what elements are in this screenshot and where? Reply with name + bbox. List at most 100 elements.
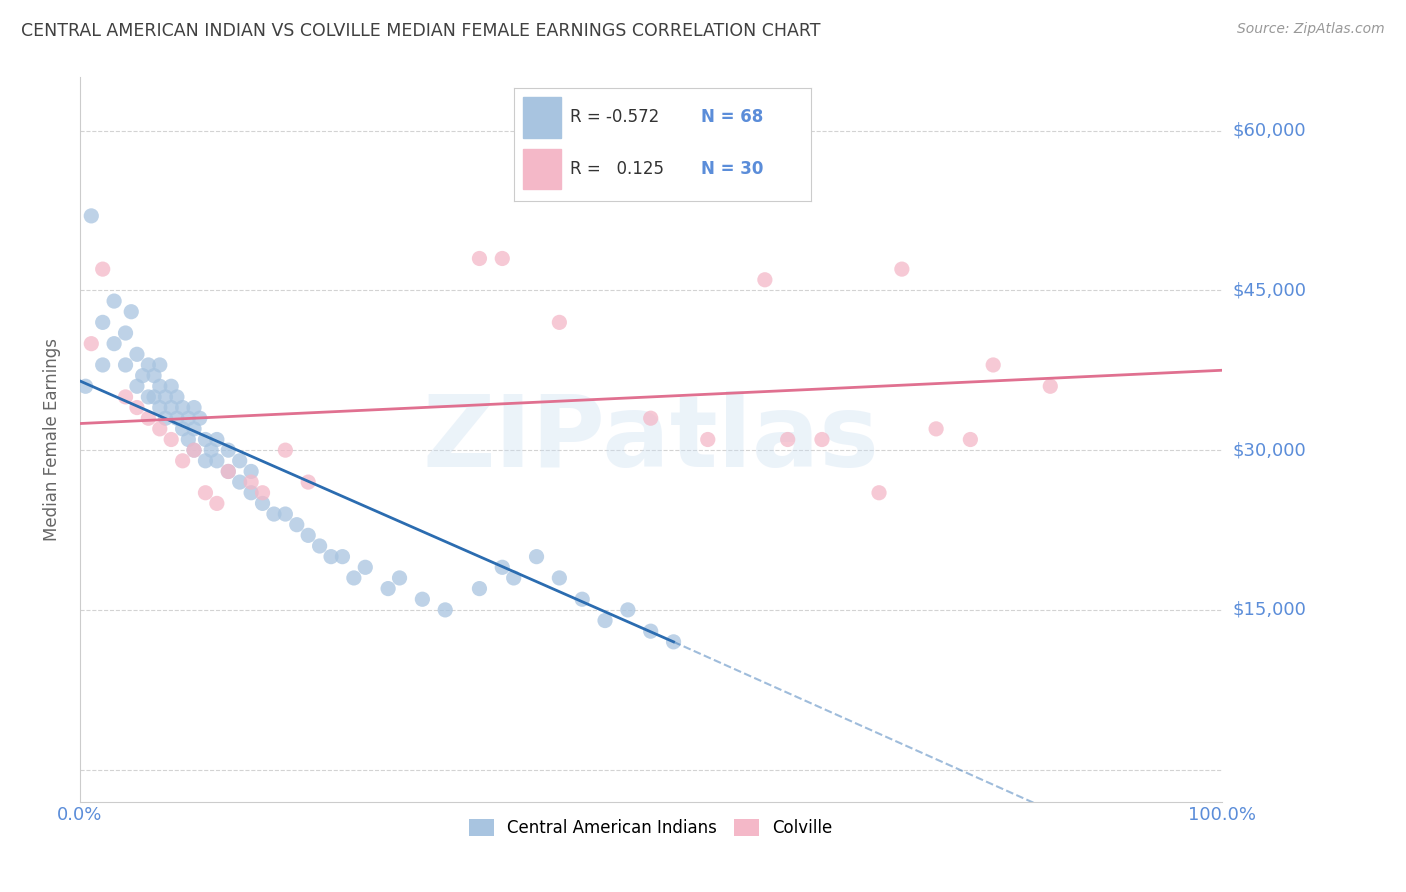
Point (149, 379, 172, 393)
Point (183, 401, 205, 415)
Point (491, 560, 513, 574)
Point (252, 496, 274, 510)
Point (160, 401, 183, 415)
Point (388, 571, 411, 585)
Text: ZIPatlas: ZIPatlas (422, 391, 879, 488)
Point (240, 485, 263, 500)
Point (75, 379, 97, 393)
Point (91, 315, 114, 329)
Point (205, 433, 228, 447)
Point (754, 273, 776, 287)
Point (166, 390, 188, 404)
Point (662, 635, 685, 649)
Point (172, 454, 194, 468)
Text: $15,000: $15,000 (1233, 601, 1306, 619)
Point (103, 336, 125, 351)
Point (868, 485, 890, 500)
Text: CENTRAL AMERICAN INDIAN VS COLVILLE MEDIAN FEMALE EARNINGS CORRELATION CHART: CENTRAL AMERICAN INDIAN VS COLVILLE MEDI… (21, 22, 821, 40)
Point (155, 411, 177, 425)
Point (205, 454, 228, 468)
Point (332, 549, 354, 564)
Point (217, 465, 239, 479)
Point (354, 560, 377, 574)
Point (149, 422, 172, 436)
Point (240, 465, 263, 479)
Point (776, 433, 799, 447)
Point (183, 443, 205, 458)
Point (138, 358, 160, 372)
Point (143, 368, 166, 383)
Point (138, 411, 160, 425)
Point (468, 252, 491, 266)
Point (183, 443, 205, 458)
Point (377, 582, 399, 596)
Legend: Central American Indians, Colville: Central American Indians, Colville (463, 813, 839, 844)
Point (194, 433, 217, 447)
Point (114, 326, 136, 340)
Point (177, 411, 200, 425)
Point (125, 379, 148, 393)
Point (240, 475, 263, 489)
Y-axis label: Median Female Earnings: Median Female Earnings (44, 338, 60, 541)
Point (526, 549, 548, 564)
Point (548, 571, 571, 585)
Point (640, 624, 662, 639)
Point (502, 571, 524, 585)
Point (811, 433, 834, 447)
Point (125, 401, 148, 415)
Point (491, 252, 513, 266)
Point (434, 603, 457, 617)
Point (217, 443, 239, 458)
Point (200, 443, 222, 458)
Point (125, 347, 148, 361)
Point (91, 358, 114, 372)
Point (640, 411, 662, 425)
Point (172, 422, 194, 436)
Point (131, 368, 153, 383)
Point (143, 390, 166, 404)
Point (297, 475, 319, 489)
Point (205, 496, 228, 510)
Point (172, 401, 194, 415)
Point (343, 571, 366, 585)
Text: $45,000: $45,000 (1233, 281, 1306, 300)
Point (91, 262, 114, 277)
Point (297, 528, 319, 542)
Point (890, 262, 912, 277)
Point (80, 209, 103, 223)
Point (252, 485, 274, 500)
Point (274, 443, 297, 458)
Point (617, 603, 640, 617)
Point (194, 454, 217, 468)
Point (228, 475, 250, 489)
Point (548, 315, 571, 329)
Point (925, 422, 948, 436)
Point (114, 358, 136, 372)
Point (149, 358, 172, 372)
Point (103, 294, 125, 309)
Point (183, 422, 205, 436)
Point (194, 485, 217, 500)
Point (319, 549, 342, 564)
Point (138, 390, 160, 404)
Point (274, 507, 297, 521)
Point (120, 304, 142, 318)
Point (696, 433, 718, 447)
Text: Source: ZipAtlas.com: Source: ZipAtlas.com (1237, 22, 1385, 37)
Point (155, 390, 177, 404)
Point (149, 401, 172, 415)
Point (593, 614, 616, 628)
Point (228, 454, 250, 468)
Point (160, 379, 183, 393)
Point (411, 592, 433, 607)
Point (285, 517, 308, 532)
Point (114, 390, 136, 404)
Point (160, 433, 183, 447)
Text: $60,000: $60,000 (1233, 121, 1306, 140)
Point (188, 411, 211, 425)
Point (217, 465, 239, 479)
Point (263, 507, 285, 521)
Point (571, 592, 593, 607)
Text: $30,000: $30,000 (1233, 442, 1306, 459)
Point (80, 336, 103, 351)
